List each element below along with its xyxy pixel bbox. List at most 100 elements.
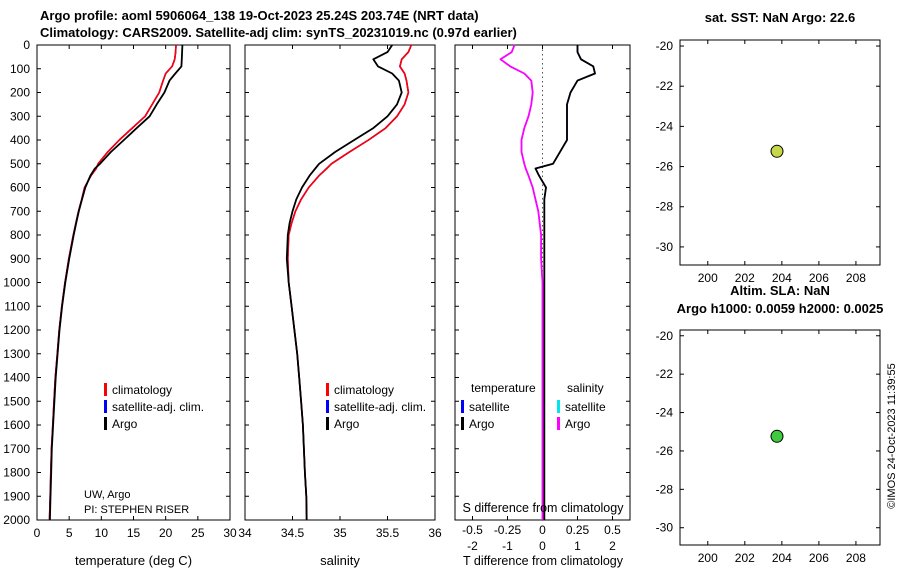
series-climatology <box>286 44 413 521</box>
legend-label-climatology: climatology <box>334 382 395 397</box>
legend-row: climatology <box>326 381 426 398</box>
depth-tick-label: 700 <box>10 204 30 218</box>
depth-tick-label: 1600 <box>3 418 30 432</box>
salinity-profile-x-tick-label: 35.5 <box>376 526 400 540</box>
t-difference-legend: temperature satellite Argo <box>461 381 536 432</box>
argo-position-marker <box>770 429 784 443</box>
depth-tick-label: 400 <box>10 133 30 147</box>
s-diff-tick-label: -0.25 <box>494 523 522 537</box>
series-satellite-adj-clim <box>286 44 413 521</box>
sla-map-y-tick-label: -24 <box>656 406 674 420</box>
argo-position-marker <box>770 144 784 158</box>
depth-tick-label: 0 <box>23 38 30 52</box>
legend-label-climatology: climatology <box>112 382 173 397</box>
t-diff-tick-label: 2 <box>609 539 616 553</box>
temperature-profile-x-tick-label: 20 <box>159 526 173 540</box>
s-difference-axis-label: S difference from climatology <box>462 501 624 515</box>
legend-row: Argo <box>461 415 536 432</box>
legend-label-satellite-adj-clim: satellite-adj. clim. <box>112 399 205 414</box>
depth-tick-label: 300 <box>10 109 30 123</box>
sla-map-x-tick-label: 206 <box>809 551 829 565</box>
t-difference-legend-header: temperature <box>471 381 536 395</box>
series-argo <box>285 44 403 521</box>
salinity-profile-x-tick-label: 34.5 <box>281 526 305 540</box>
sst-map-x-tick-label: 208 <box>846 271 866 285</box>
depth-tick-label: 1700 <box>3 442 30 456</box>
depth-tick-label: 1500 <box>3 394 30 408</box>
sst-map-x-tick-label: 202 <box>735 271 755 285</box>
depth-tick-label: 600 <box>10 181 30 195</box>
temperature-profile-x-tick-label: 5 <box>66 526 73 540</box>
argo-line-sample <box>104 417 107 430</box>
t-satellite-line-sample <box>461 400 464 413</box>
series-s-argo <box>499 44 544 520</box>
depth-tick-label: 1100 <box>4 299 30 313</box>
series-satellite-adj-clim <box>48 44 177 521</box>
depth-tick-label: 500 <box>10 157 30 171</box>
depth-tick-label: 900 <box>10 252 30 266</box>
temperature-panel-legend: climatology satellite-adj. clim. Argo <box>104 381 204 432</box>
figure-title-line1: Argo profile: aoml 5906064_138 19-Oct-20… <box>40 8 479 23</box>
series-s-satellite <box>499 44 544 520</box>
satellite-adj-clim-line-sample <box>326 400 329 413</box>
depth-tick-label: 200 <box>10 86 30 100</box>
temperature-profile-x-tick-label: 10 <box>95 526 109 540</box>
s-argo-line-sample <box>557 417 560 430</box>
temperature-profile-x-tick-label: 25 <box>191 526 205 540</box>
legend-label-t-satellite: satellite <box>469 399 510 414</box>
sst-map-y-tick-label: -28 <box>656 200 674 214</box>
depth-tick-label: 1900 <box>3 489 30 503</box>
sla-map-y-tick-label: -28 <box>656 482 674 496</box>
sla-map-x-tick-label: 208 <box>846 551 866 565</box>
legend-label-t-argo: Argo <box>469 416 495 431</box>
depth-tick-label: 1800 <box>3 466 30 480</box>
legend-row: satellite-adj. clim. <box>104 398 204 415</box>
legend-label-satellite-adj-clim: satellite-adj. clim. <box>334 399 427 414</box>
legend-label-argo: Argo <box>334 416 360 431</box>
legend-row: satellite-adj. clim. <box>326 398 426 415</box>
sla-map-x-tick-label: 204 <box>772 551 792 565</box>
depth-tick-label: 1200 <box>3 323 30 337</box>
temperature-axis-label: temperature (deg C) <box>74 553 193 568</box>
climatology-line-sample <box>104 383 107 396</box>
t-argo-line-sample <box>461 417 464 430</box>
depth-tick-label: 800 <box>10 228 30 242</box>
satellite-adj-clim-line-sample <box>104 400 107 413</box>
legend-label-argo: Argo <box>112 416 138 431</box>
sla-map-x-tick-label: 202 <box>735 551 755 565</box>
legend-row: Argo <box>557 415 606 432</box>
t-diff-tick-label: -2 <box>467 539 478 553</box>
salinity-panel-legend: climatology satellite-adj. clim. Argo <box>326 381 426 432</box>
series-argo <box>49 44 184 521</box>
pi-label: PI: STEPHEN RISER <box>84 504 190 516</box>
legend-label-s-argo: Argo <box>565 416 591 431</box>
depth-tick-label: 1000 <box>3 276 30 290</box>
t-diff-tick-label: 0 <box>539 539 546 553</box>
argo-line-sample <box>326 417 329 430</box>
sla-map-y-tick-label: -30 <box>656 521 674 535</box>
legend-row: Argo <box>104 415 204 432</box>
s-diff-tick-label: 0.25 <box>566 523 590 537</box>
sst-map-y-tick-label: -20 <box>656 39 674 53</box>
sla-map-title-line1: Altim. SLA: NaN <box>730 283 830 298</box>
sst-map-x-tick-label: 200 <box>698 271 718 285</box>
depth-tick-label: 1300 <box>3 347 30 361</box>
salinity-profile-x-tick-label: 36 <box>428 526 442 540</box>
climatology-line-sample <box>326 383 329 396</box>
depth-tick-label: 1400 <box>3 371 30 385</box>
salinity-profile-x-tick-label: 34 <box>238 526 252 540</box>
s-difference-legend-header: salinity <box>567 381 604 395</box>
sst-map-y-tick-label: -26 <box>656 160 674 174</box>
sla-map-y-tick-label: -26 <box>656 444 674 458</box>
s-diff-tick-label: -0.5 <box>462 523 483 537</box>
t-diff-tick-label: 1 <box>574 539 581 553</box>
s-diff-tick-label: 0 <box>539 523 546 537</box>
sla-map-box <box>679 329 881 546</box>
s-diff-tick-label: 0.5 <box>604 523 621 537</box>
legend-label-s-satellite: satellite <box>565 399 606 414</box>
sla-map-y-tick-label: -22 <box>656 367 674 381</box>
sst-map-x-tick-label: 204 <box>772 271 792 285</box>
t-difference-axis-label: T difference from climatology <box>462 554 624 568</box>
